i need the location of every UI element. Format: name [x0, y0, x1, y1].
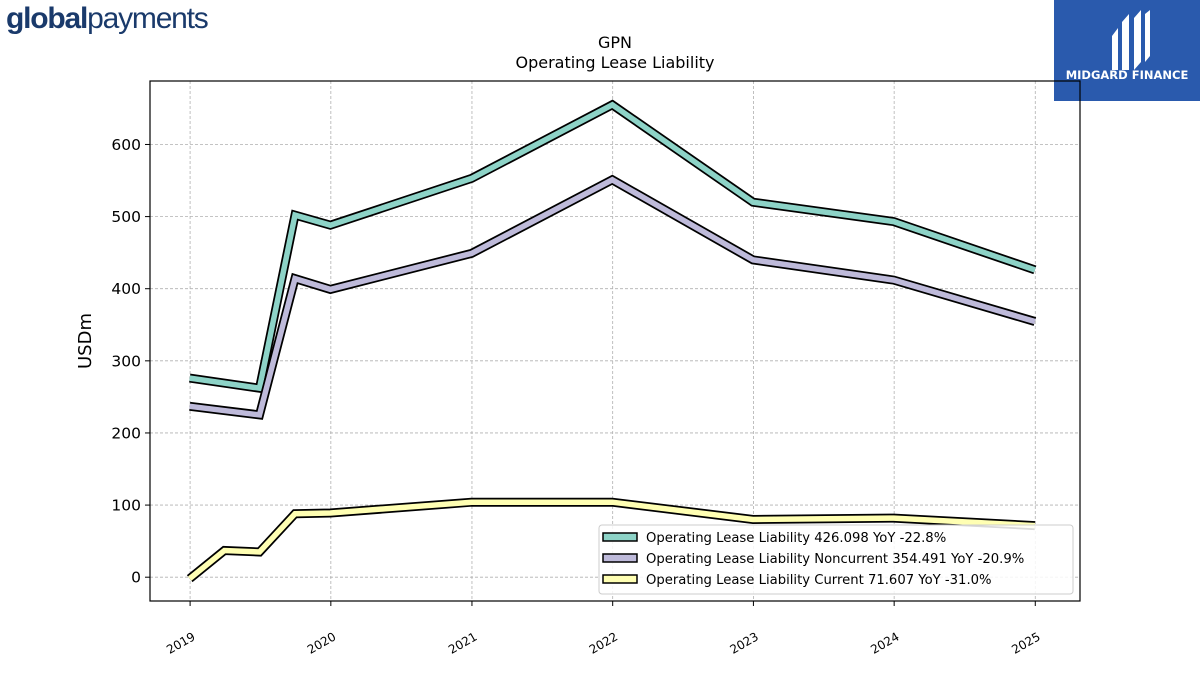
logo-left-rest: payments: [87, 2, 209, 35]
legend-label: Operating Lease Liability 426.098 YoY -2…: [646, 531, 946, 546]
legend-swatch: [602, 532, 638, 542]
x-axis: 2019 2020 2021 2022 2023 2024 2025: [164, 601, 1043, 657]
logo-left-bold: global: [6, 2, 88, 35]
y-tick-label: 300: [111, 352, 141, 370]
y-tick-label: 0: [131, 569, 141, 587]
midgard-finance-logo: MIDGARD FINANCE: [1054, 0, 1200, 101]
y-axis: 0 100 200 300 400 500 600: [111, 136, 150, 587]
series-lines: [186, 99, 1037, 583]
x-tick-label: 2025: [1009, 629, 1042, 656]
legend-label: Operating Lease Liability Noncurrent 354…: [646, 552, 1024, 567]
legend-swatch: [602, 553, 638, 563]
y-tick-label: 500: [111, 208, 141, 226]
y-tick-label: 400: [111, 280, 141, 298]
y-axis-label: USDm: [75, 313, 96, 369]
x-tick-label: 2019: [164, 629, 197, 656]
x-tick-label: 2022: [587, 629, 620, 656]
legend: Operating Lease Liability 426.098 YoY -2…: [598, 524, 1074, 595]
chart-title: GPN: [598, 33, 632, 52]
midgard-finance-text: MIDGARD FINANCE: [1065, 68, 1189, 82]
legend-label: Operating Lease Liability Current 71.607…: [646, 573, 992, 588]
x-tick-label: 2021: [446, 629, 479, 656]
legend-box: [598, 524, 1074, 595]
y-tick-label: 600: [111, 136, 141, 154]
chart-subtitle: Operating Lease Liability: [515, 53, 714, 72]
series-line: [189, 101, 1036, 392]
y-tick-label: 100: [111, 497, 141, 515]
global-payments-logo: globalpayments: [6, 0, 209, 38]
series-line: [187, 499, 1036, 581]
x-tick-label: 2024: [868, 629, 901, 656]
y-tick-label: 200: [111, 424, 141, 442]
x-tick-label: 2023: [727, 629, 760, 656]
legend-swatch: [602, 574, 638, 584]
x-tick-label: 2020: [305, 629, 338, 656]
plot-frame: [149, 80, 1081, 602]
series-line: [189, 176, 1036, 418]
midgard-emblem-icon: [1112, 10, 1150, 70]
